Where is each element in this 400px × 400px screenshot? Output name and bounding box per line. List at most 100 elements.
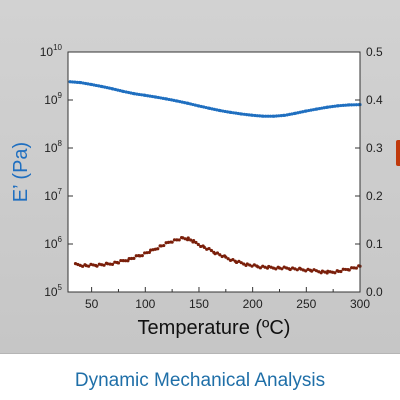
data-point <box>242 262 246 266</box>
data-point <box>108 262 112 266</box>
data-point <box>347 103 351 107</box>
data-point <box>224 255 228 259</box>
data-point <box>121 259 125 263</box>
data-point <box>333 104 337 108</box>
data-point <box>86 82 90 86</box>
data-point <box>146 94 150 98</box>
data-point <box>68 80 72 84</box>
data-point <box>218 109 223 113</box>
data-point <box>102 263 106 267</box>
y-tick-label: 109 <box>44 91 62 107</box>
x-tick-label: 100 <box>135 297 155 311</box>
data-point <box>304 109 308 113</box>
chart-caption: Dynamic Mechanical Analysis <box>74 370 326 391</box>
data-point <box>132 256 136 260</box>
data-point <box>258 114 262 118</box>
plot-frame <box>67 51 361 293</box>
data-point <box>295 268 299 272</box>
data-point <box>304 269 308 273</box>
data-point <box>333 271 337 275</box>
data-point <box>255 114 259 118</box>
data-point <box>164 241 168 245</box>
data-point <box>307 108 311 113</box>
data-point <box>194 240 198 245</box>
data-point <box>354 103 358 107</box>
data-point <box>186 236 190 240</box>
data-point <box>330 104 335 109</box>
data-point <box>231 257 235 262</box>
data-point <box>277 114 281 118</box>
data-point <box>218 253 222 257</box>
y2-tick-label: 0.4 <box>366 93 383 107</box>
data-point <box>320 106 324 110</box>
data-point <box>81 81 85 85</box>
x-axis-title: Temperature (ºC) <box>138 317 291 339</box>
y2-tick-label: 0.5 <box>366 45 383 59</box>
data-point <box>352 266 356 270</box>
data-point <box>143 93 147 97</box>
data-point <box>159 244 163 248</box>
data-point <box>135 92 139 96</box>
x-tick-label: 50 <box>85 297 99 311</box>
y2-tick-label: 0.1 <box>366 237 383 251</box>
data-point <box>341 267 345 271</box>
data-point <box>336 104 341 108</box>
data-point <box>87 264 91 268</box>
data-point <box>192 238 196 243</box>
data-point <box>70 80 75 84</box>
data-point <box>177 238 181 242</box>
data-point <box>215 251 220 255</box>
data-point <box>268 114 273 118</box>
data-point <box>264 114 268 118</box>
data-point <box>156 247 160 251</box>
data-point <box>162 243 166 248</box>
data-point <box>221 109 225 113</box>
data-point <box>247 113 251 117</box>
data-point <box>266 114 270 118</box>
data-point <box>138 254 142 258</box>
data-point <box>127 257 131 261</box>
data-point <box>309 108 313 112</box>
data-point <box>161 96 165 100</box>
data-point <box>73 80 77 84</box>
y-tick-label: 106 <box>44 235 62 251</box>
data-point <box>354 266 358 270</box>
data-point <box>326 105 330 109</box>
data-point <box>339 103 343 108</box>
data-point <box>106 262 110 266</box>
data-point <box>322 106 326 110</box>
data-point <box>140 93 144 97</box>
data-point <box>229 110 233 115</box>
data-point <box>245 112 249 117</box>
data-point <box>156 95 160 100</box>
data-point <box>145 251 149 255</box>
data-point <box>274 114 279 118</box>
data-point <box>79 81 83 85</box>
data-point <box>119 258 123 263</box>
data-point <box>148 94 152 98</box>
data-point <box>209 248 214 253</box>
data-point <box>196 242 200 247</box>
data-point <box>137 92 141 97</box>
data-point <box>75 80 79 84</box>
data-point <box>251 113 255 117</box>
data-point <box>129 256 134 261</box>
data-point <box>116 261 121 265</box>
data-point <box>207 247 211 251</box>
data-point <box>339 269 343 274</box>
y-tick-label: 108 <box>44 139 62 155</box>
y-axis-title: E’ (Pa) <box>10 142 32 202</box>
x-tick-label: 200 <box>243 297 263 311</box>
data-point <box>236 111 240 116</box>
data-point <box>132 92 137 96</box>
data-point <box>134 254 138 258</box>
data-point <box>110 262 115 266</box>
data-point <box>166 240 171 244</box>
data-point <box>328 105 332 109</box>
data-point <box>223 109 227 114</box>
data-point <box>341 103 345 107</box>
data-point <box>234 260 239 265</box>
data-point <box>352 103 356 107</box>
data-point <box>250 264 254 268</box>
x-tick-label: 250 <box>296 297 316 311</box>
